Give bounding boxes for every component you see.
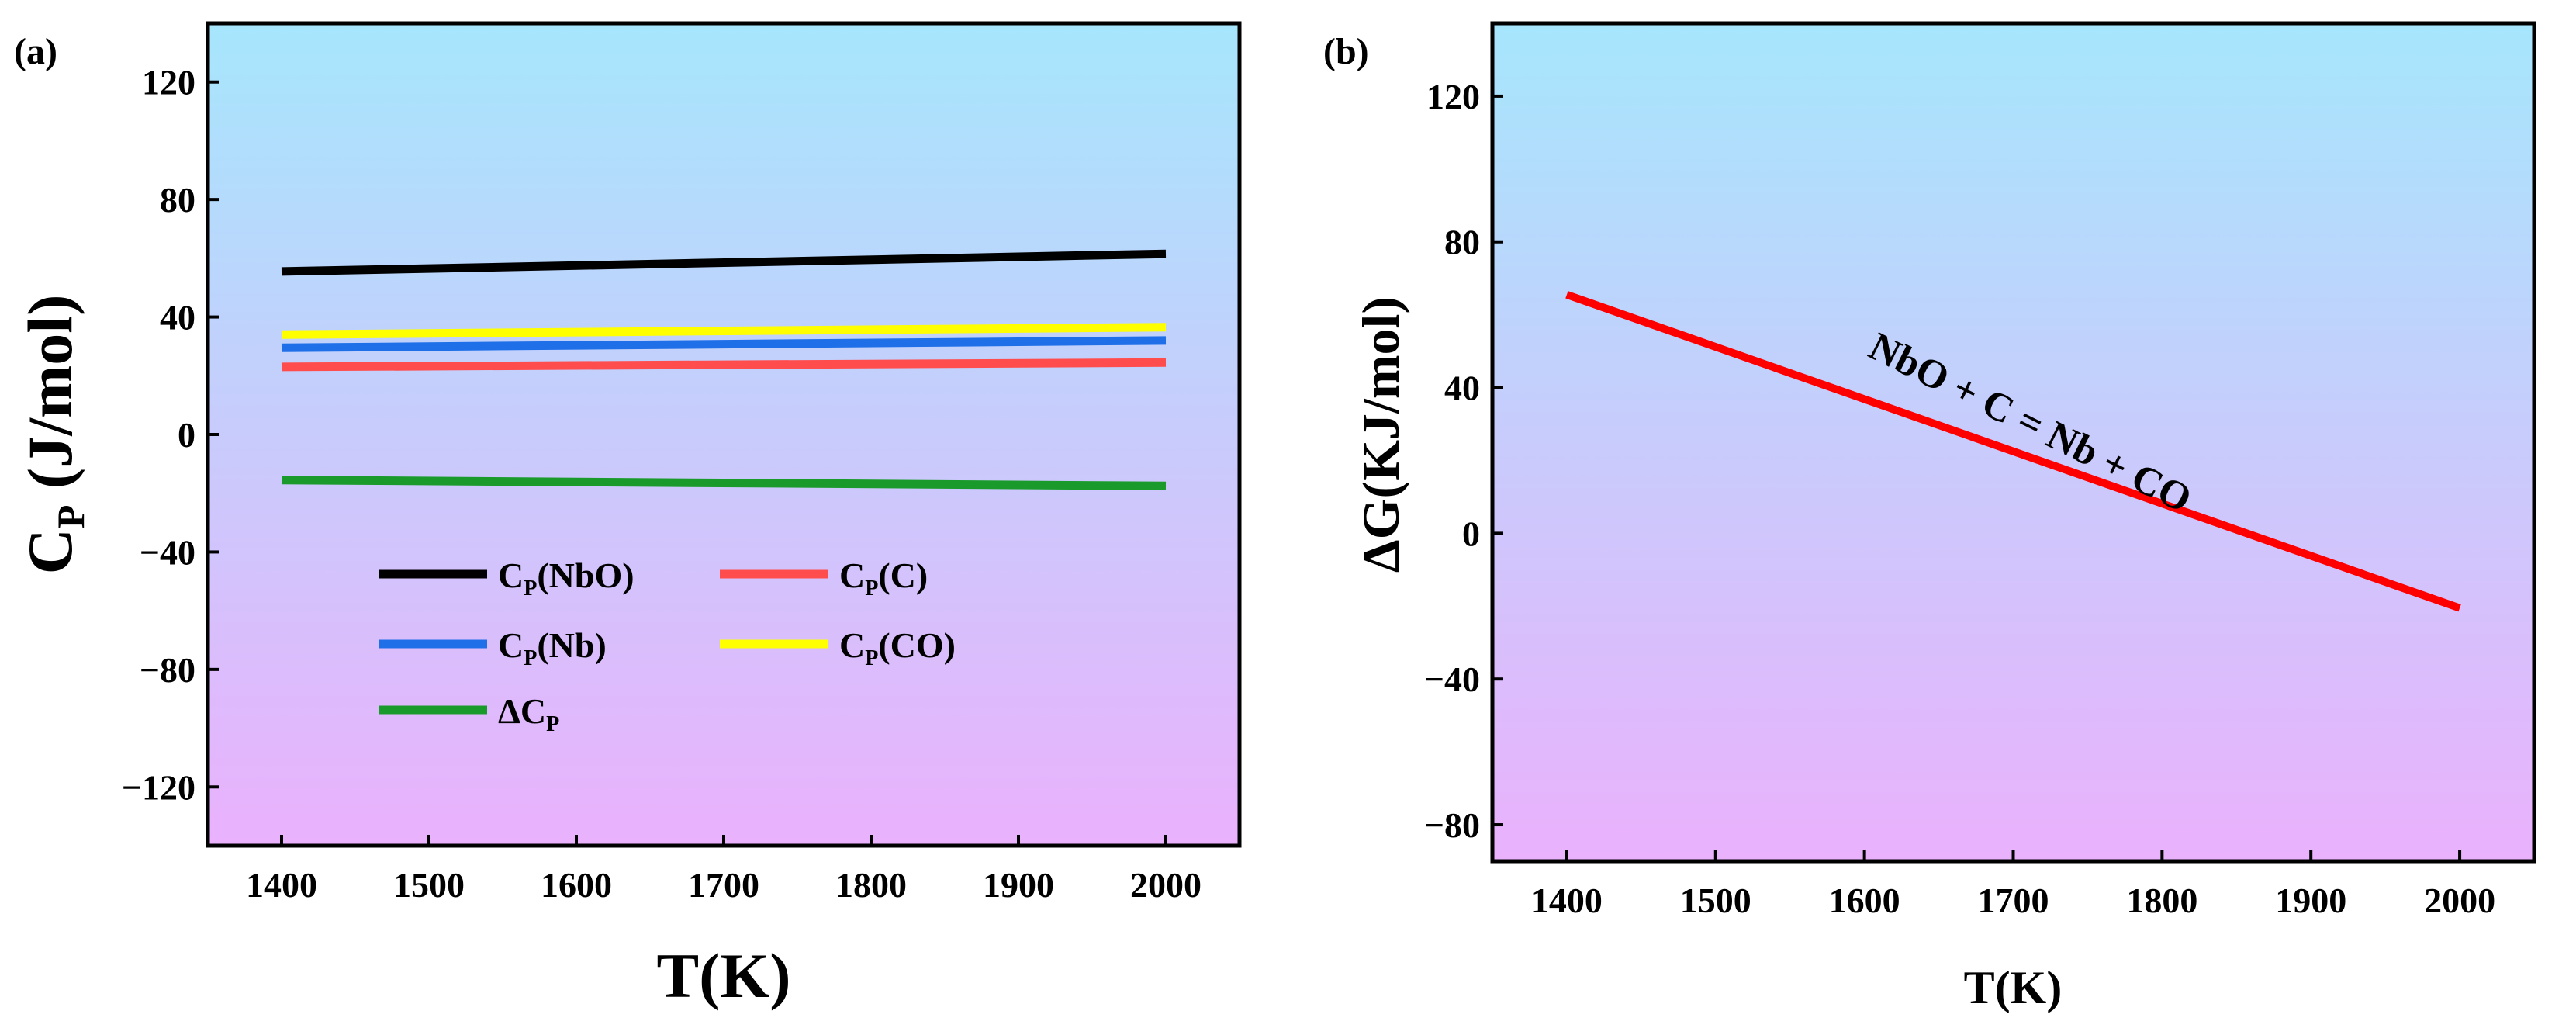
x-tick-label: 2000 [1130,865,1202,905]
x-tick-label: 2000 [2424,881,2495,920]
x-tick-label: 1400 [246,865,317,905]
y-tick-label: 80 [160,180,195,220]
x-tick-label: 1900 [983,865,1054,905]
y-axis-label-a-sub: P [49,505,92,529]
x-tick-label: 1500 [393,865,465,905]
x-tick-label: 1600 [1829,881,1900,920]
y-axis-label-a: CP (J/mol) [15,295,92,575]
y-tick-label: 120 [142,63,195,102]
y-tick-label: −120 [122,767,195,807]
x-tick-label: 1700 [688,865,759,905]
legend-label-dcp: ΔCP [498,691,559,736]
legend-label-co: CP(CO) [839,625,956,670]
series-line [281,476,1167,490]
x-axis-label-b: T(K) [1964,962,2063,1013]
panel-b: −80 −40 0 40 80 120 1400 1500 1600 1700 1800 1900 2… [1323,21,2536,1013]
y-tick-label: 80 [1444,223,1480,262]
y-tick-label: 0 [1462,514,1480,553]
legend-label-nb: CP(Nb) [498,625,607,670]
panel-label-b: (b) [1323,31,1369,72]
legend-a: CP(NbO) CP(C) CP(Nb) CP(CO) ΔCP [379,556,956,736]
series-line [281,336,1167,352]
x-tick-label: 1800 [835,865,907,905]
y-tick-label: 40 [160,298,195,338]
x-ticks-b: 1400 1500 1600 1700 1800 1900 2000 [1531,850,2495,920]
y-tick-label: −40 [1424,659,1480,699]
legend-label-c: CP(C) [839,556,928,601]
series-line [281,323,1167,339]
legend-label-nbo: CP(NbO) [498,556,634,601]
plot-background-b [1492,23,2534,861]
x-tick-label: 1500 [1680,881,1751,920]
x-tick-label: 1600 [541,865,612,905]
x-tick-label: 1900 [2275,881,2346,920]
y-tick-label: 40 [1444,369,1480,408]
y-tick-label: −40 [140,532,195,572]
y-tick-label: −80 [1424,805,1480,845]
y-axis-label-a-main: C [15,528,85,574]
y-ticks-a: −120 −80 −40 0 40 80 120 [122,63,219,807]
y-ticks-b: −80 −40 0 40 80 120 [1424,77,1503,845]
y-tick-label: 0 [178,415,195,455]
panel-label-a: (a) [14,31,57,72]
x-tick-label: 1800 [2126,881,2197,920]
x-tick-label: 1700 [1978,881,2049,920]
svg-text:CP (J/mol): CP (J/mol) [15,295,92,575]
x-tick-label: 1400 [1531,881,1603,920]
y-tick-label: −80 [140,650,195,690]
plot-background-a [208,23,1240,846]
series-line [281,358,1167,372]
y-tick-label: 120 [1426,77,1480,116]
series-line [281,249,1167,276]
series-line [1565,291,2461,612]
series-lines-a [281,249,1167,490]
series-lines-b [1565,291,2461,612]
y-axis-label-a-rest: (J/mol) [15,295,85,505]
x-axis-label-a: T(K) [656,940,790,1011]
x-ticks-a: 1400 1500 1600 1700 1800 1900 2000 [246,835,1202,905]
y-axis-label-b: ΔG(KJ/mol) [1351,296,1410,573]
